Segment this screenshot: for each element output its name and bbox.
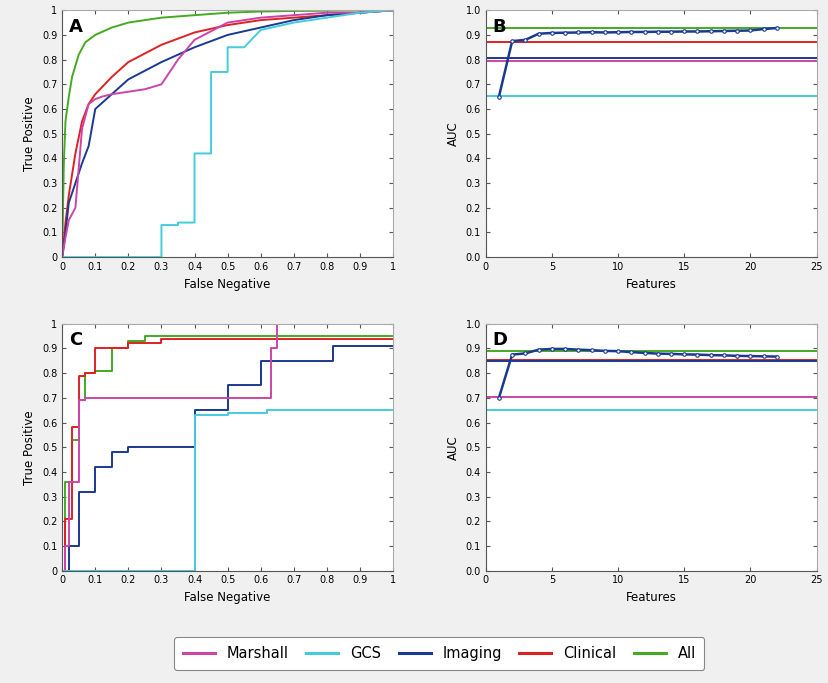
X-axis label: Features: Features xyxy=(625,591,676,604)
Y-axis label: AUC: AUC xyxy=(446,122,460,146)
Y-axis label: True Positive: True Positive xyxy=(23,410,36,484)
Y-axis label: AUC: AUC xyxy=(446,435,460,460)
Text: A: A xyxy=(69,18,83,36)
Text: B: B xyxy=(492,18,505,36)
Y-axis label: True Positive: True Positive xyxy=(23,96,36,171)
Legend: Marshall, GCS, Imaging, Clinical, All: Marshall, GCS, Imaging, Clinical, All xyxy=(174,637,704,669)
Text: D: D xyxy=(492,331,507,349)
X-axis label: False Negative: False Negative xyxy=(184,591,271,604)
X-axis label: False Negative: False Negative xyxy=(184,277,271,290)
X-axis label: Features: Features xyxy=(625,277,676,290)
Text: C: C xyxy=(69,331,82,349)
